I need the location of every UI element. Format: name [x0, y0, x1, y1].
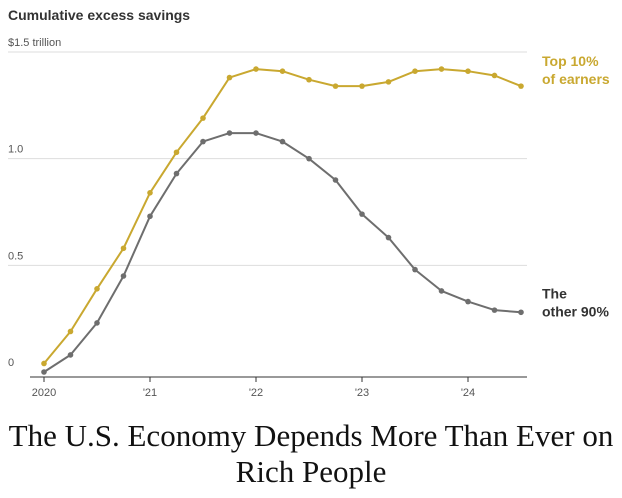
data-point [147, 190, 153, 196]
data-point [41, 360, 47, 367]
data-point [412, 68, 418, 74]
data-point [279, 68, 286, 74]
data-point [147, 213, 153, 220]
data-point [332, 83, 339, 89]
data-point [332, 177, 339, 183]
data-point [173, 149, 180, 156]
data-point [438, 288, 445, 294]
y-axis-ticks: 0 0.5 1.0 $1.5 trillion [8, 37, 61, 369]
chart-title: Cumulative excess savings [8, 7, 190, 23]
series-label: other 90% [542, 303, 609, 319]
data-point [385, 79, 392, 85]
data-point [67, 328, 74, 335]
data-point [465, 298, 471, 305]
series-line [43, 68, 522, 365]
data-point [94, 320, 100, 326]
data-point [173, 170, 180, 177]
data-point [438, 66, 445, 72]
x-axis: 2020 '21 '22 '23 '24 [30, 376, 527, 399]
data-point [518, 83, 524, 89]
x-tick-label: '23 [355, 387, 369, 399]
data-point [120, 245, 127, 252]
data-point [359, 83, 365, 89]
y-tick-label: $1.5 trillion [8, 37, 61, 49]
y-tick-label: 1.0 [8, 144, 23, 156]
data-point [385, 234, 392, 241]
data-point [253, 66, 259, 72]
x-tick-label: '24 [461, 387, 475, 399]
series-line [43, 132, 522, 373]
y-tick-label: 0.5 [8, 250, 23, 262]
headline: The U.S. Economy Depends More Than Ever … [8, 418, 614, 489]
data-point [359, 211, 365, 217]
data-point [226, 74, 233, 81]
x-tick-label: 2020 [32, 387, 56, 399]
excess-savings-chart: Cumulative excess savings 0 0.5 1.0 $1.5 tr… [8, 7, 610, 399]
series-labels: Top 10% of earners The other 90% [542, 53, 610, 319]
data-point [279, 138, 286, 145]
y-tick-label: 0 [8, 357, 14, 369]
data-point [518, 309, 524, 316]
data-point [226, 130, 233, 136]
data-point [253, 130, 259, 136]
data-point [200, 115, 206, 121]
data-point [41, 369, 47, 375]
data-point [94, 286, 100, 292]
series-label: Top 10% [542, 53, 599, 69]
data-point [120, 273, 127, 279]
series-layer [41, 66, 524, 375]
data-point [306, 155, 312, 162]
data-point [306, 76, 312, 83]
data-point [465, 68, 471, 74]
data-point [200, 138, 206, 145]
data-point [491, 307, 498, 313]
series-label: of earners [542, 71, 610, 87]
series-label: The [542, 285, 567, 301]
x-tick-label: '22 [249, 387, 263, 399]
data-point [412, 266, 418, 273]
data-point [491, 72, 498, 79]
data-point [67, 352, 74, 358]
x-tick-label: '21 [143, 387, 157, 399]
gridlines [8, 51, 527, 266]
